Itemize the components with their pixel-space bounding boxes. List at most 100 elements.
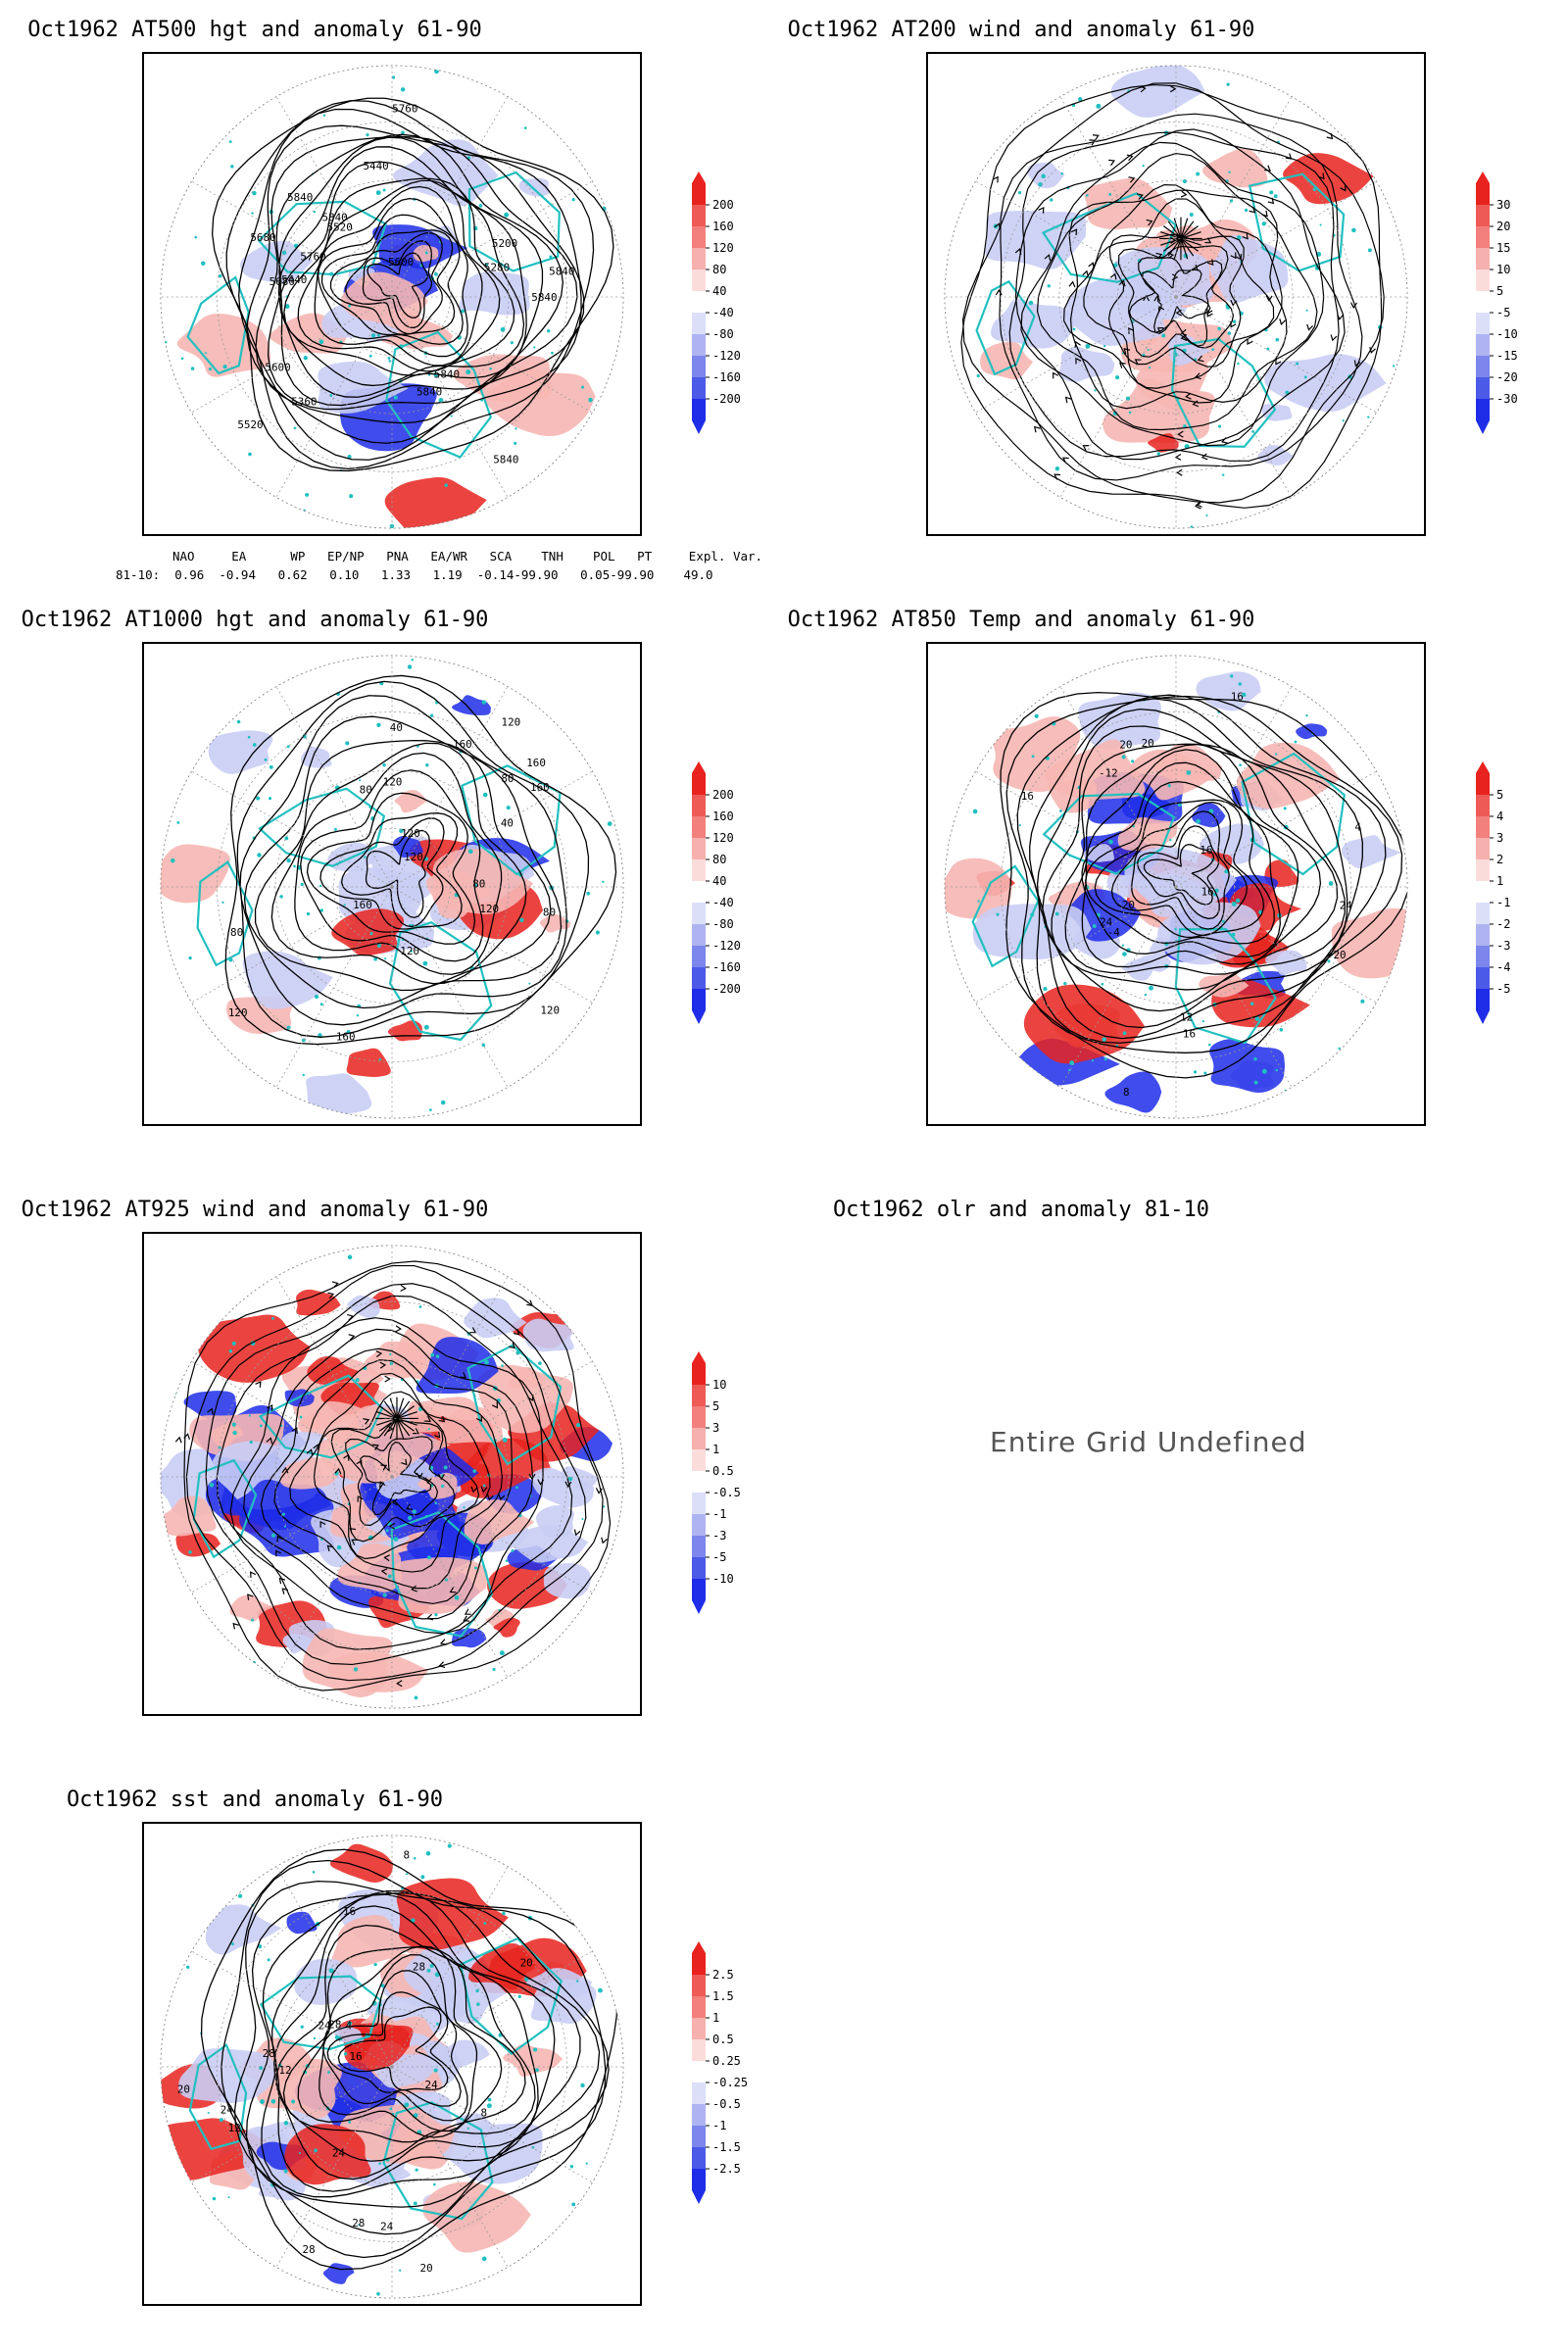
streamline-arrow [411, 1585, 417, 1592]
pole-spoke [396, 1417, 417, 1426]
anomaly-shading [972, 904, 1092, 960]
coast-fragment [1183, 424, 1187, 428]
colorbar-arrow-bottom [692, 1600, 706, 1614]
coastline [257, 200, 387, 276]
coast-fragment [404, 2102, 410, 2108]
streamline-arrow [319, 1520, 326, 1528]
coast-fragment [1230, 674, 1234, 678]
coast-fragment [221, 901, 224, 904]
streamline-arrow [1174, 453, 1182, 461]
coast-fragment [571, 2202, 576, 2207]
colorbar-swatch [692, 2126, 706, 2147]
streamline-arrow [1264, 165, 1271, 172]
coast-fragment [1161, 333, 1166, 338]
coast-fragment [438, 397, 444, 403]
coast-fragment [1226, 82, 1230, 86]
streamline-arrow [1156, 327, 1164, 334]
streamline-arrow [347, 1313, 354, 1321]
anomaly-shading [347, 1295, 380, 1319]
coast-fragment [429, 1108, 432, 1111]
streamline-arrow [281, 1588, 289, 1594]
coast-fragment [395, 1587, 398, 1590]
contour-line [275, 1925, 536, 2162]
coast-fragment [389, 1361, 394, 1366]
coast-fragment [258, 1944, 263, 1949]
streamline-arrow [1128, 327, 1135, 334]
colorbar-label: -160 [712, 370, 741, 384]
coast-fragment [305, 492, 310, 497]
coast-fragment [1142, 165, 1145, 168]
streamline-arrow [1265, 295, 1273, 302]
colorbar-swatch [692, 2169, 706, 2190]
polar-map-925wind [160, 1245, 624, 1709]
colorbar-label: 10 [1496, 263, 1510, 276]
contour-line [1016, 694, 1387, 1044]
coast-fragment [1068, 1068, 1071, 1072]
contour-line [1005, 695, 1403, 1054]
streamline-arrow [491, 1401, 499, 1409]
coast-fragment [293, 426, 297, 430]
coast-fragment [598, 1987, 603, 1993]
contour-label: 5600 [265, 362, 290, 374]
colorbar-label: 30 [1496, 198, 1510, 212]
anomaly-shading [1084, 177, 1173, 230]
anomaly-shading [183, 1391, 237, 1422]
contour-label: 5680 [270, 275, 295, 288]
map-panel-850temp: 16 12 16 8 4 -4 -12 -20 16 20 24 24 20 16 16 20 [926, 642, 1426, 1126]
colorbar-label: -10 [1496, 327, 1518, 341]
coast-fragment [440, 1100, 446, 1105]
streamline-arrow [564, 1481, 572, 1489]
pole-spoke [378, 1417, 398, 1432]
anomaly-shading [493, 1617, 520, 1638]
coast-fragment [194, 235, 198, 239]
coast-fragment [271, 1316, 274, 1320]
contour-label: 120 [401, 827, 420, 840]
contour-label: 28 [328, 2019, 341, 2032]
contour-line [329, 229, 456, 335]
coast-fragment [1208, 808, 1214, 814]
coast-fragment [1196, 172, 1200, 176]
contour-label: -4 [1107, 926, 1121, 939]
coast-fragment [546, 328, 551, 333]
contour-group [224, 674, 617, 1046]
contour-label: 5760 [300, 251, 325, 264]
anomaly-shading [229, 1594, 274, 1622]
coastline [459, 1936, 563, 2055]
coast-fragment [208, 367, 213, 371]
contour-label: 120 [479, 903, 499, 915]
coast-fragment [385, 1529, 389, 1533]
colorbar-swatch [692, 924, 706, 946]
colorbar-swatch [692, 1579, 706, 1600]
coast-fragment [1038, 182, 1043, 187]
coast-fragment [466, 369, 471, 375]
streamline-arrow [343, 1453, 350, 1461]
coast-fragment [422, 960, 428, 966]
anomaly-shading [231, 1479, 331, 1531]
colorbar-label: 4 [1496, 809, 1503, 823]
contour-line [261, 1889, 581, 2198]
coast-fragment [531, 2146, 535, 2149]
colorbar-swatch [1476, 967, 1490, 989]
coast-fragment [188, 956, 192, 960]
anomaly-shading [991, 298, 1076, 349]
colorbar-label: -4 [1496, 960, 1510, 974]
coastline [258, 787, 386, 867]
streamline-arrow [413, 1428, 419, 1435]
anomaly-shading [1023, 984, 1145, 1064]
coast-fragment [318, 339, 324, 345]
colorbar-swatch [692, 1385, 706, 1406]
colorbar-swatch [692, 795, 706, 816]
coastline [385, 330, 493, 459]
coast-fragment [472, 1469, 477, 1473]
coast-fragment [376, 722, 381, 727]
contour-label: 80 [543, 906, 556, 919]
coast-fragment [286, 858, 291, 863]
coast-fragment [236, 719, 241, 724]
coast-fragment [1030, 912, 1035, 917]
streamline-arrow [406, 1503, 413, 1510]
colorbar-arrow-bottom [1476, 1010, 1490, 1024]
coastline [1041, 192, 1178, 283]
coast-fragment [408, 1515, 413, 1521]
coast-fragment [407, 664, 413, 669]
contour-line [294, 752, 503, 975]
